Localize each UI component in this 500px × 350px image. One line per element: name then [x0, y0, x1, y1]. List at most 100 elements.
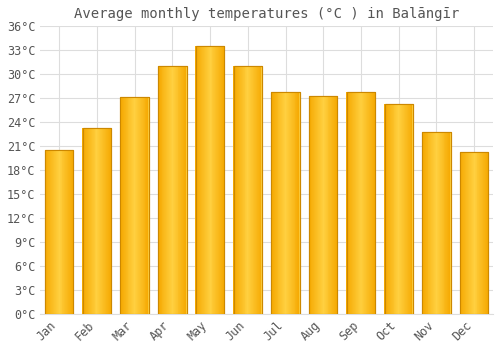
Bar [68, 150, 69, 314]
Bar [199, 46, 200, 314]
Bar [334, 96, 335, 314]
Bar [249, 66, 250, 314]
Bar [394, 104, 396, 314]
Bar [446, 132, 448, 314]
Bar [423, 132, 424, 314]
Bar [354, 92, 355, 314]
Bar [222, 46, 223, 314]
Bar [86, 128, 87, 314]
Bar [272, 92, 299, 314]
Bar [430, 132, 432, 314]
Bar [45, 150, 74, 314]
Bar [104, 128, 105, 314]
Bar [120, 97, 121, 314]
Bar [242, 66, 244, 314]
Bar [483, 152, 484, 314]
Bar [352, 92, 353, 314]
Bar [66, 150, 67, 314]
Bar [236, 66, 237, 314]
Bar [158, 66, 186, 314]
Bar [369, 92, 370, 314]
Bar [469, 152, 470, 314]
Bar [133, 97, 134, 314]
Bar [433, 132, 434, 314]
Bar [434, 132, 435, 314]
Bar [89, 128, 90, 314]
Bar [448, 132, 449, 314]
Bar [436, 132, 437, 314]
Bar [70, 150, 71, 314]
Bar [98, 128, 100, 314]
Bar [322, 96, 323, 314]
Bar [314, 96, 316, 314]
Bar [235, 66, 236, 314]
Bar [271, 92, 272, 314]
Bar [471, 152, 472, 314]
Bar [435, 132, 436, 314]
Bar [250, 66, 251, 314]
Bar [240, 66, 242, 314]
Bar [278, 92, 280, 314]
Bar [183, 66, 184, 314]
Bar [362, 92, 364, 314]
Bar [348, 92, 349, 314]
Bar [137, 97, 138, 314]
Bar [289, 92, 290, 314]
Bar [360, 92, 362, 314]
Bar [323, 96, 324, 314]
Bar [200, 46, 201, 314]
Bar [234, 66, 235, 314]
Bar [347, 92, 375, 314]
Bar [351, 92, 352, 314]
Bar [64, 150, 66, 314]
Bar [258, 66, 260, 314]
Bar [486, 152, 487, 314]
Bar [401, 104, 402, 314]
Bar [168, 66, 169, 314]
Bar [288, 92, 289, 314]
Bar [298, 92, 299, 314]
Bar [220, 46, 221, 314]
Bar [309, 96, 338, 314]
Bar [223, 46, 224, 314]
Bar [176, 66, 178, 314]
Bar [468, 152, 469, 314]
Bar [169, 66, 170, 314]
Bar [141, 97, 142, 314]
Bar [332, 96, 333, 314]
Bar [478, 152, 480, 314]
Bar [184, 66, 185, 314]
Bar [53, 150, 54, 314]
Bar [439, 132, 440, 314]
Bar [387, 104, 388, 314]
Bar [274, 92, 276, 314]
Bar [371, 92, 372, 314]
Bar [403, 104, 404, 314]
Bar [355, 92, 356, 314]
Bar [237, 66, 238, 314]
Bar [356, 92, 357, 314]
Bar [290, 92, 292, 314]
Bar [437, 132, 438, 314]
Bar [440, 132, 442, 314]
Bar [142, 97, 144, 314]
Bar [462, 152, 464, 314]
Bar [368, 92, 369, 314]
Bar [238, 66, 239, 314]
Bar [272, 92, 299, 314]
Bar [208, 46, 210, 314]
Bar [91, 128, 92, 314]
Bar [472, 152, 473, 314]
Bar [67, 150, 68, 314]
Bar [410, 104, 412, 314]
Bar [96, 128, 98, 314]
Bar [128, 97, 130, 314]
Bar [296, 92, 298, 314]
Bar [246, 66, 248, 314]
Bar [251, 66, 252, 314]
Bar [321, 96, 322, 314]
Bar [482, 152, 483, 314]
Bar [460, 152, 488, 314]
Bar [124, 97, 126, 314]
Bar [319, 96, 320, 314]
